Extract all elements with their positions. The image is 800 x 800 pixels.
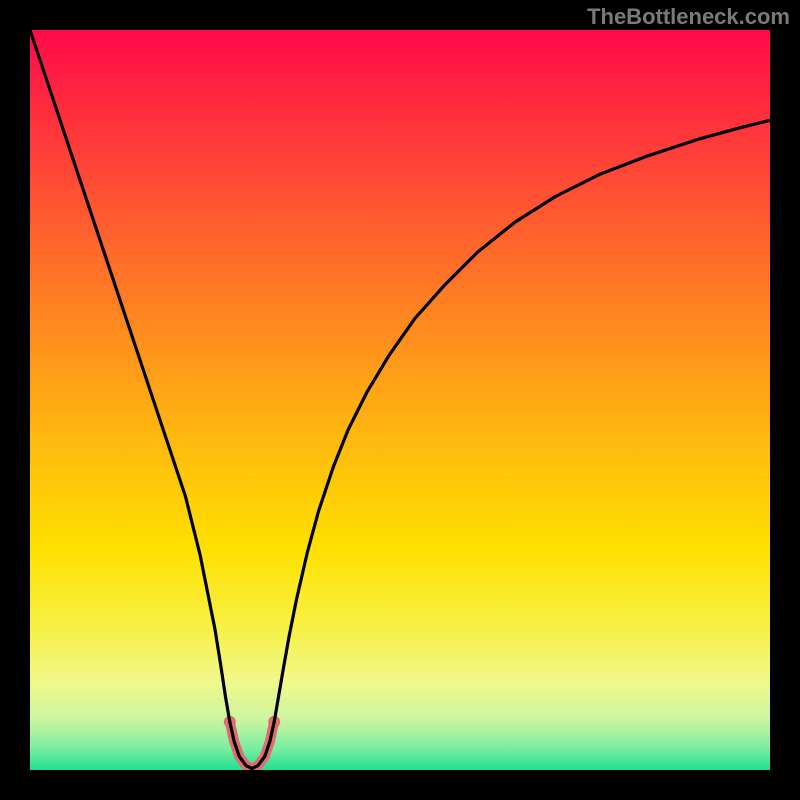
watermark-text: TheBottleneck.com (587, 4, 790, 30)
plot-area (30, 30, 770, 770)
curve-layer (30, 30, 770, 770)
chart-container: TheBottleneck.com (0, 0, 800, 800)
bottleneck-curve (30, 30, 770, 769)
